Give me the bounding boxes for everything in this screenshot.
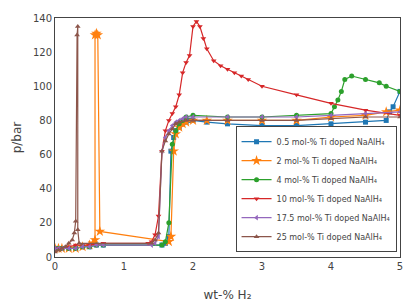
svg-text:100: 100 <box>33 81 52 92</box>
svg-text:10 mol-% Ti doped NaAlH₄: 10 mol-% Ti doped NaAlH₄ <box>277 195 382 204</box>
svg-text:25 mol-% Ti doped NaAlH₄: 25 mol-% Ti doped NaAlH₄ <box>277 233 382 242</box>
svg-text:wt-% H₂: wt-% H₂ <box>204 288 252 302</box>
svg-text:4 mol-% Ti doped NaAlH₄: 4 mol-% Ti doped NaAlH₄ <box>277 176 377 185</box>
svg-text:20: 20 <box>39 217 52 228</box>
svg-text:2 mol-% Ti doped NaAlH₄: 2 mol-% Ti doped NaAlH₄ <box>277 157 377 166</box>
svg-text:80: 80 <box>39 115 52 126</box>
svg-text:0: 0 <box>52 261 58 272</box>
svg-text:140: 140 <box>33 13 52 24</box>
svg-text:0.5 mol-% Ti doped NaAlH₄: 0.5 mol-% Ti doped NaAlH₄ <box>277 138 385 147</box>
svg-text:p/bar: p/bar <box>10 122 24 154</box>
svg-text:1: 1 <box>121 261 127 272</box>
svg-text:4: 4 <box>328 261 334 272</box>
svg-text:5: 5 <box>397 261 403 272</box>
svg-text:40: 40 <box>39 183 52 194</box>
svg-text:120: 120 <box>33 47 52 58</box>
svg-text:2: 2 <box>190 261 196 272</box>
svg-text:0: 0 <box>46 252 52 263</box>
svg-text:3: 3 <box>259 261 265 272</box>
svg-text:17.5 mol-% Ti doped NaAlH₄: 17.5 mol-% Ti doped NaAlH₄ <box>277 214 390 223</box>
svg-text:60: 60 <box>39 149 52 160</box>
